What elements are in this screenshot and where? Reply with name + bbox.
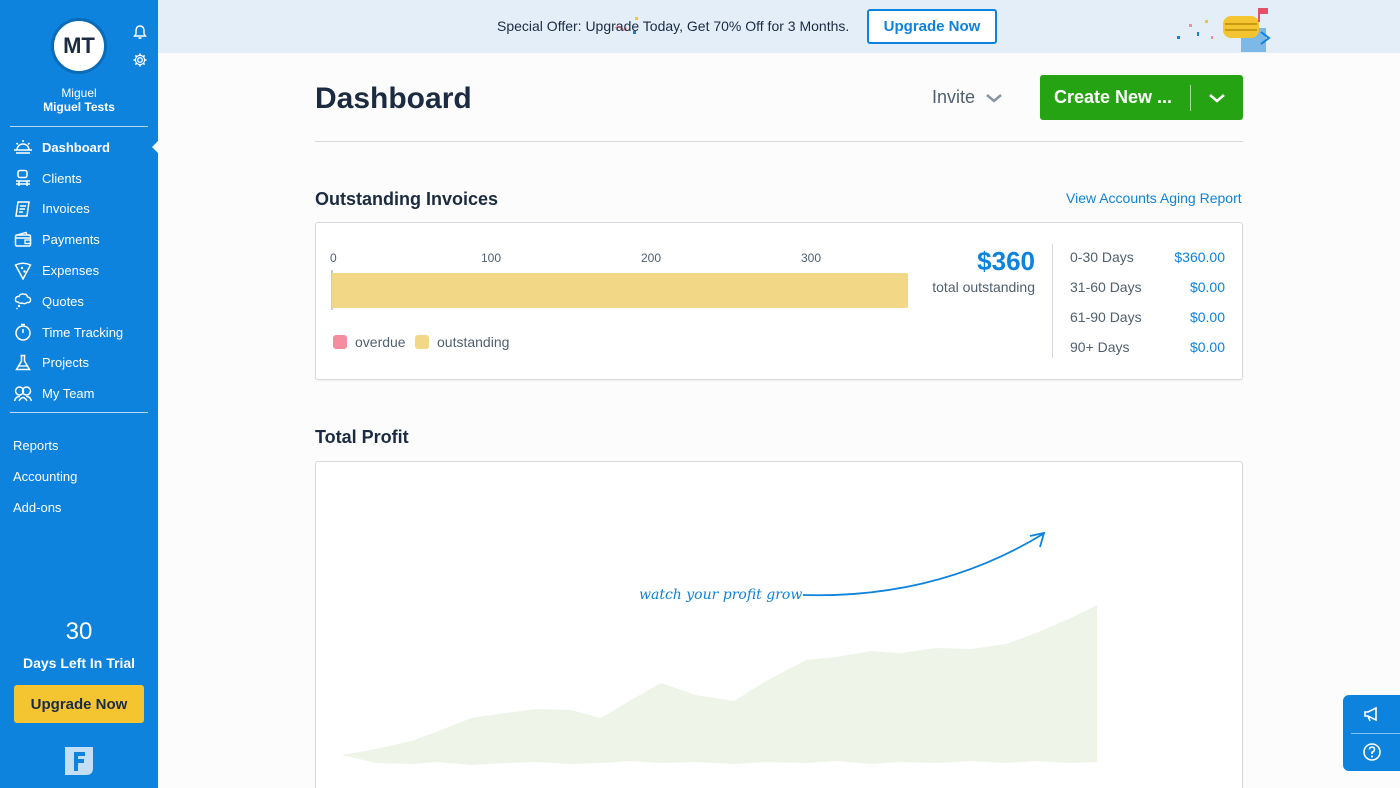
outstanding-swatch: [415, 335, 429, 349]
sidebar-item-payments[interactable]: Payments: [0, 224, 158, 255]
sidebar-item-label: Dashboard: [42, 139, 110, 155]
float-separator: [1351, 733, 1400, 734]
sidebar-item-label: Clients: [42, 170, 82, 186]
freshbooks-logo-icon[interactable]: [62, 744, 96, 778]
user-full-name: Miguel Tests: [43, 100, 115, 114]
aging-range: 61-90 Days: [1070, 309, 1142, 325]
flask-icon: [13, 353, 33, 373]
sidebar-item-clients[interactable]: Clients: [0, 163, 158, 194]
gear-icon[interactable]: [132, 52, 148, 68]
sidebar-item-label: Projects: [42, 355, 89, 371]
question-circle-icon: [1362, 743, 1381, 761]
create-new-dropdown-toggle[interactable]: [1191, 92, 1243, 104]
sidebar-item-label: Quotes: [42, 293, 84, 309]
aging-amount[interactable]: $0.00: [1189, 279, 1225, 295]
total-outstanding-label: total outstanding: [932, 279, 1035, 295]
x-tick-label: 0: [330, 251, 337, 265]
user-first-name: Miguel: [61, 86, 97, 100]
sidebar-item-projects[interactable]: Projects: [0, 348, 158, 379]
outstanding-invoices-title: Outstanding Invoices: [315, 189, 499, 209]
aging-row: 0-30 Days $360.00: [1070, 249, 1225, 265]
total-outstanding-amount: $360: [977, 246, 1035, 276]
create-new-button[interactable]: Create New ...: [1040, 75, 1243, 120]
clients-icon: [13, 168, 33, 188]
sidebar-divider: [10, 412, 148, 413]
aging-divider: [1052, 244, 1053, 358]
sidebar: MT Miguel Miguel Tests Dashboard Clients: [0, 0, 158, 788]
sidebar-item-label: Invoices: [42, 201, 90, 217]
legend-label: overdue: [355, 334, 406, 350]
view-aging-report-link[interactable]: View Accounts Aging Report: [1066, 190, 1242, 206]
bell-icon[interactable]: [132, 24, 148, 40]
sidebar-item-time-tracking[interactable]: Time Tracking: [0, 317, 158, 348]
overdue-swatch: [333, 335, 347, 349]
legend-label: outstanding: [437, 334, 510, 350]
promo-text: Special Offer: Upgrade Today, Get 70% Of…: [497, 18, 850, 34]
invite-label: Invite: [932, 87, 976, 107]
sidebar-link-accounting[interactable]: Accounting: [13, 469, 78, 484]
banner-upgrade-button[interactable]: Upgrade Now: [867, 9, 997, 44]
sidebar-item-label: My Team: [42, 386, 95, 402]
create-new-label: Create New ...: [1054, 87, 1173, 107]
sidebar-item-label: Expenses: [42, 263, 100, 279]
confetti-icon: [614, 17, 638, 34]
aging-row: 61-90 Days $0.00: [1070, 309, 1225, 325]
sidebar-item-quotes[interactable]: Quotes: [0, 286, 158, 317]
sidebar-link-reports[interactable]: Reports: [13, 438, 59, 453]
megaphone-icon: [1363, 706, 1377, 722]
team-icon: [13, 384, 33, 404]
stopwatch-icon: [13, 322, 33, 342]
aging-row: 31-60 Days $0.00: [1070, 279, 1225, 295]
invite-dropdown[interactable]: Invite: [932, 87, 1003, 108]
growth-arrow: [802, 533, 1044, 597]
sidebar-secondary-links: Reports Accounting Add-ons: [13, 436, 77, 529]
sidebar-item-invoices[interactable]: Invoices: [0, 194, 158, 225]
sidebar-item-label: Payments: [42, 232, 100, 248]
help-button[interactable]: [1343, 733, 1400, 771]
sidebar-item-my-team[interactable]: My Team: [0, 378, 158, 409]
sidebar-divider: [10, 126, 148, 127]
aging-amount[interactable]: $360.00: [1174, 249, 1225, 265]
arrow-head: [1029, 531, 1046, 548]
aging-amount[interactable]: $0.00: [1189, 339, 1225, 355]
profit-area-illustration: [342, 605, 1097, 765]
legend-overdue: overdue: [333, 334, 406, 350]
pizza-slice-icon: [13, 261, 33, 281]
sidebar-item-label: Time Tracking: [42, 324, 124, 340]
mailbox-icon: [1177, 8, 1271, 52]
header-divider: [315, 141, 1243, 142]
promo-banner: Special Offer: Upgrade Today, Get 70% Of…: [158, 0, 1400, 53]
dashboard-sun-icon: [13, 137, 33, 157]
page-title: Dashboard: [315, 82, 472, 115]
announcements-button[interactable]: [1343, 695, 1400, 733]
thought-bubble-icon: [13, 291, 33, 311]
button-separator: [1190, 84, 1191, 111]
chevron-down-icon: [1209, 93, 1225, 103]
profit-annotation: watch your profit grow: [639, 587, 802, 603]
aging-range: 31-60 Days: [1070, 279, 1142, 295]
sidebar-link-add-ons[interactable]: Add-ons: [13, 500, 62, 515]
sidebar-upgrade-button[interactable]: Upgrade Now: [14, 685, 144, 723]
trial-days-label: Days Left In Trial: [22, 655, 136, 671]
outstanding-bar[interactable]: [332, 273, 908, 308]
invoices-icon: [13, 199, 33, 219]
sidebar-nav: Dashboard Clients Invoices Payments Expe…: [0, 132, 158, 409]
total-profit-title: Total Profit: [315, 427, 409, 447]
x-tick-label: 100: [481, 251, 502, 265]
aging-row: 90+ Days $0.00: [1070, 339, 1225, 355]
wallet-icon: [13, 230, 33, 250]
legend-outstanding: outstanding: [415, 334, 509, 350]
aging-amount[interactable]: $0.00: [1189, 309, 1225, 325]
aging-range: 90+ Days: [1070, 339, 1130, 355]
trial-days-count: 30: [65, 618, 93, 645]
avatar[interactable]: MT: [51, 18, 107, 74]
sidebar-item-dashboard[interactable]: Dashboard: [0, 132, 158, 163]
sidebar-item-expenses[interactable]: Expenses: [0, 255, 158, 286]
aging-range: 0-30 Days: [1070, 249, 1134, 265]
profit-placeholder-illustration: watch your profit grow: [342, 531, 1097, 765]
floating-support-panel: [1343, 695, 1400, 771]
x-tick-label: 300: [801, 251, 822, 265]
x-tick-label: 200: [641, 251, 662, 265]
chevron-down-icon: [986, 93, 1002, 103]
